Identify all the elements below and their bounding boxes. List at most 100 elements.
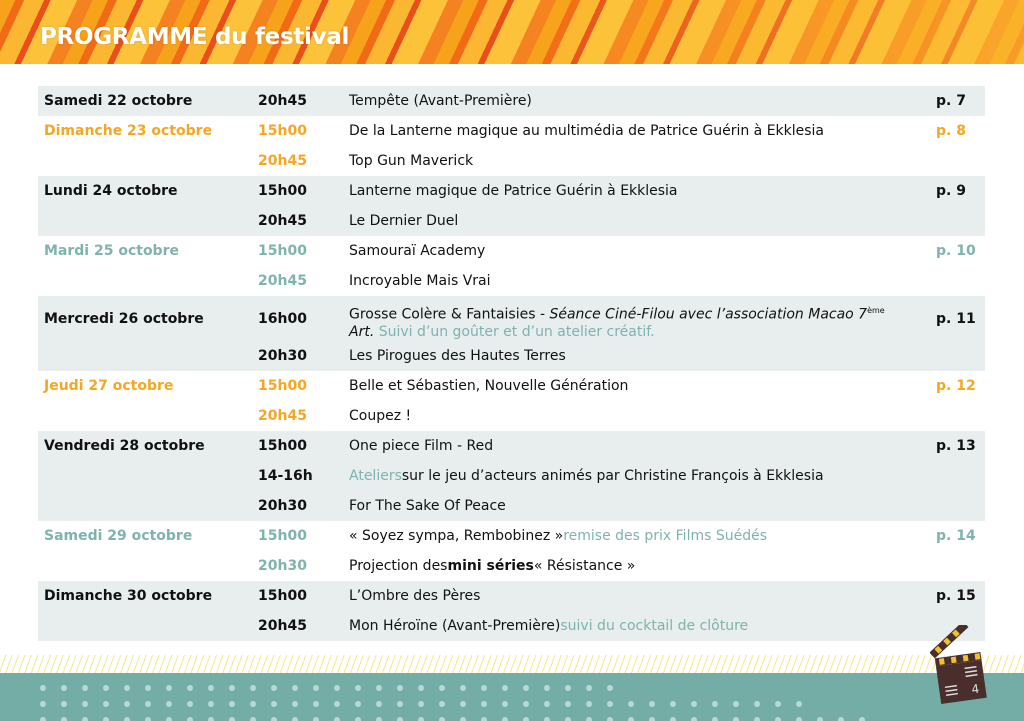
decorative-dot [544, 685, 550, 691]
decorative-dot [754, 701, 760, 707]
day-label: Lundi 24 octobre [44, 183, 178, 199]
film-title: One piece Film - Red [349, 431, 909, 461]
decorative-dot [376, 701, 382, 707]
decorative-dot [82, 701, 88, 707]
title-part: mini séries [447, 557, 534, 574]
page-ref: p. 11 [936, 310, 976, 327]
decorative-dot [565, 685, 571, 691]
day-label: Jeudi 27 octobre [44, 378, 174, 394]
time-label: 15h00 [258, 123, 307, 139]
time-label: 20h45 [258, 213, 307, 229]
decorative-dot [607, 685, 613, 691]
table-row: 20h30 Projection des mini séries « Résist… [38, 551, 985, 581]
decorative-dot [166, 717, 172, 721]
decorative-dot [166, 685, 172, 691]
decorative-dot [355, 685, 361, 691]
page-title: PROGRAMME du festival [40, 24, 350, 50]
film-title: Incroyable Mais Vrai [349, 266, 909, 296]
table-row: Lundi 24 octobre p. 9 15h00 Lanterne magiqu… [38, 176, 985, 206]
title-part: remise des prix Films Suédés [563, 527, 768, 544]
banner-overlay [524, 0, 1024, 64]
day-label: Mercredi 26 octobre [44, 310, 204, 327]
time-label: 15h00 [258, 183, 307, 199]
decorative-dot [523, 701, 529, 707]
header-banner: PROGRAMME du festival [0, 0, 1024, 64]
time-label: 20h45 [258, 273, 307, 289]
decorative-dot [124, 701, 130, 707]
decorative-dot [208, 685, 214, 691]
decorative-dot [607, 717, 613, 721]
title-part: Incroyable Mais Vrai [349, 272, 491, 289]
clapperboard-icon: 4 [930, 625, 987, 704]
decorative-dot [439, 701, 445, 707]
day-group: Samedi 29 octobre p. 14 15h00 « Soyez sympa… [38, 521, 985, 581]
day-label: Samedi 29 octobre [44, 528, 193, 544]
table-row: Mercredi 26 octobre p. 11 16h00 Grosse Colè… [38, 296, 985, 341]
table-row: 20h45 Top Gun Maverick [38, 146, 985, 176]
day-label: Samedi 22 octobre [44, 93, 193, 109]
time-label: 15h00 [258, 588, 307, 604]
footer-wave [0, 655, 1024, 673]
title-part: Lanterne magique de Patrice Guérin à Ekk… [349, 182, 678, 199]
decorative-dot [859, 717, 865, 721]
film-title: Samouraï Academy [349, 236, 909, 266]
title-part: Le Dernier Duel [349, 212, 459, 229]
decorative-dot [313, 717, 319, 721]
day-label: Dimanche 30 octobre [44, 588, 213, 604]
title-part: Top Gun Maverick [349, 152, 474, 169]
decorative-dot [649, 717, 655, 721]
film-title: Grosse Colère & Fantaisies - Séance Ciné… [349, 296, 909, 341]
decorative-dot [838, 717, 844, 721]
decorative-dot [355, 701, 361, 707]
title-part: Tempête (Avant-Première) [349, 92, 532, 109]
title-part: Art. [349, 323, 375, 340]
page-ref: p. 10 [936, 243, 976, 259]
page-ref: p. 12 [936, 378, 976, 394]
decorative-dot [775, 717, 781, 721]
decorative-dot [628, 701, 634, 707]
decorative-dot [292, 717, 298, 721]
film-title: Projection des mini séries « Résistance … [349, 551, 909, 581]
decorative-dot [313, 685, 319, 691]
decorative-dot [544, 717, 550, 721]
decorative-dot [397, 701, 403, 707]
decorative-dot [691, 717, 697, 721]
decorative-dot [607, 701, 613, 707]
film-title: Les Pirogues des Hautes Terres [349, 341, 909, 371]
table-row: Mardi 25 octobre p. 10 15h00 Samouraï Acade… [38, 236, 985, 266]
page-ref: p. 7 [936, 93, 966, 109]
decorative-dot [439, 685, 445, 691]
film-title: Le Dernier Duel [349, 206, 909, 236]
decorative-dot [145, 701, 151, 707]
decorative-dot [334, 685, 340, 691]
decorative-dot [82, 685, 88, 691]
title-part: One piece Film - Red [349, 437, 494, 454]
film-title: De la Lanterne magique au multimédia de … [349, 116, 909, 146]
title-part: « Soyez sympa, Rembobinez » [349, 527, 564, 544]
decorative-dot [460, 685, 466, 691]
decorative-dot [271, 685, 277, 691]
decorative-dot [733, 701, 739, 707]
decorative-dot [166, 701, 172, 707]
page-number: 4 [971, 682, 981, 697]
decorative-dot [82, 717, 88, 721]
decorative-dot [586, 701, 592, 707]
decorative-dot [712, 701, 718, 707]
time-label: 20h45 [258, 408, 307, 424]
footer-band [0, 673, 1024, 721]
decorative-dot [418, 685, 424, 691]
decorative-dot [145, 685, 151, 691]
title-part: For The Sake Of Peace [349, 497, 506, 514]
day-group: Dimanche 30 octobre p. 15 15h00 L’Ombre des… [38, 581, 985, 641]
day-label: Dimanche 23 octobre [44, 123, 213, 139]
decorative-dot [397, 685, 403, 691]
decorative-dot [229, 717, 235, 721]
table-row: 20h45 Incroyable Mais Vrai [38, 266, 985, 296]
decorative-dot [670, 701, 676, 707]
decorative-dot [355, 717, 361, 721]
film-title: Belle et Sébastien, Nouvelle Génération [349, 371, 909, 401]
table-row: Samedi 29 octobre p. 14 15h00 « Soyez sympa… [38, 521, 985, 551]
title-part: Belle et Sébastien, Nouvelle Génération [349, 377, 629, 394]
decorative-dot [271, 701, 277, 707]
decorative-dot [250, 701, 256, 707]
